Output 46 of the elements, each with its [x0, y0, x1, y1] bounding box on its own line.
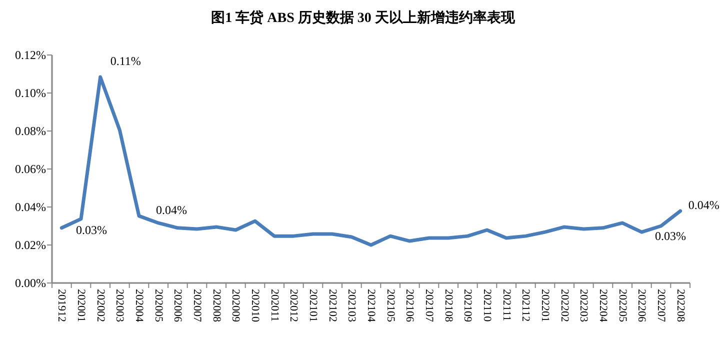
x-tick-label: 202208 — [674, 289, 686, 322]
x-tick-label: 202103 — [346, 289, 358, 322]
y-tick-label: 0.00% — [15, 276, 46, 290]
y-tick-label: 0.08% — [15, 124, 46, 138]
x-tick-label: 202102 — [326, 289, 338, 322]
x-tick-label: 202004 — [133, 289, 145, 322]
x-tick-label: 202011 — [268, 289, 280, 322]
x-tick-label: 202207 — [655, 289, 667, 322]
y-tick-label: 0.02% — [15, 238, 46, 252]
x-tick-label: 202101 — [307, 289, 319, 322]
annotation: 0.11% — [110, 54, 141, 68]
x-tick-label: 202201 — [539, 289, 551, 322]
x-tick-label: 202206 — [636, 289, 648, 322]
y-tick-label: 0.06% — [15, 162, 46, 176]
x-tick-label: 202005 — [152, 289, 164, 322]
x-tick-label: 202002 — [94, 289, 106, 322]
annotation: 0.04% — [688, 198, 720, 212]
x-tick-label: 202204 — [597, 289, 609, 322]
y-tick-label: 0.04% — [15, 200, 46, 214]
x-tick-label: 202010 — [249, 289, 261, 322]
x-tick-label: 202007 — [191, 289, 203, 322]
x-tick-label: 202104 — [365, 289, 377, 322]
x-tick-label: 202112 — [520, 289, 532, 322]
x-tick-label: 202105 — [384, 289, 396, 322]
annotation: 0.03% — [655, 229, 686, 243]
y-tick-label: 0.10% — [15, 86, 46, 100]
x-tick-label: 202008 — [210, 289, 222, 322]
x-tick-label: 202009 — [230, 289, 242, 322]
x-tick-label: 202001 — [75, 289, 87, 322]
x-tick-label: 202111 — [500, 289, 512, 322]
x-tick-label: 202110 — [481, 289, 493, 322]
x-tick-label: 201912 — [56, 289, 68, 322]
annotation: 0.04% — [156, 202, 187, 217]
x-tick-label: 202108 — [442, 289, 454, 322]
y-tick-label: 0.12% — [15, 48, 46, 62]
x-tick-label: 202003 — [114, 289, 126, 322]
x-tick-label: 202109 — [462, 289, 474, 322]
x-tick-label: 202203 — [578, 289, 590, 322]
x-tick-label: 202205 — [616, 289, 628, 322]
x-tick-label: 202006 — [172, 289, 184, 322]
x-tick-label: 202202 — [558, 289, 570, 322]
chart-title: 图1 车贷 ABS 历史数据 30 天以上新增违约率表现 — [211, 9, 516, 26]
x-tick-label: 202106 — [404, 289, 416, 322]
annotation: 0.03% — [76, 222, 107, 237]
x-tick-label: 202107 — [423, 289, 435, 322]
x-tick-label: 202012 — [288, 289, 300, 322]
